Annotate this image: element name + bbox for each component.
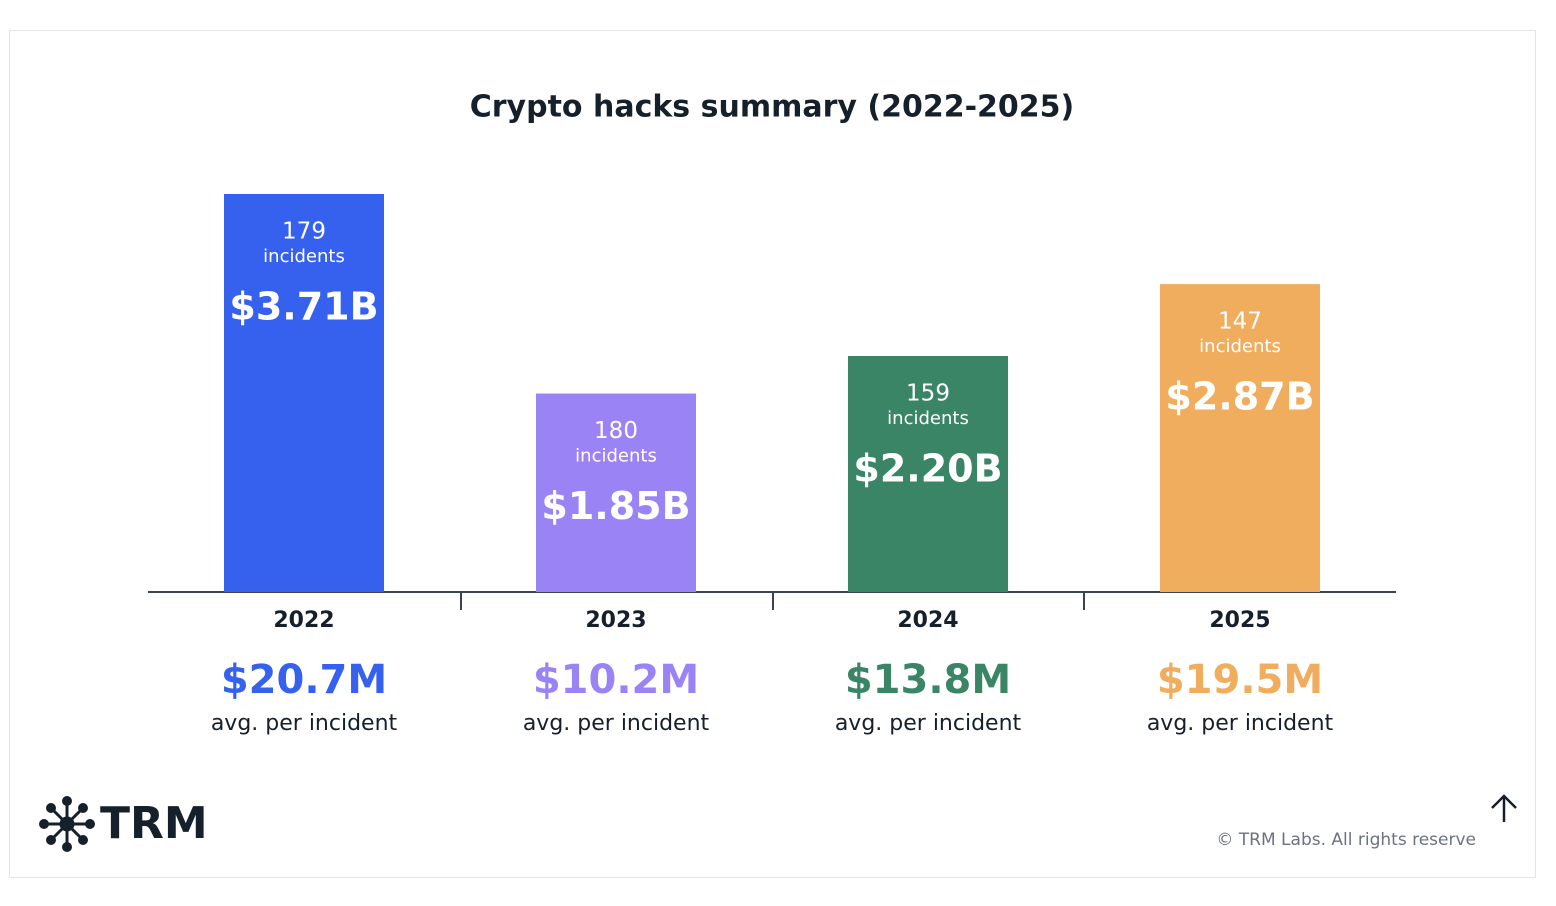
x-tick-label: 2022 [273,608,334,633]
incident-count: 159 [906,380,950,406]
bar [536,393,696,592]
bar [224,194,384,592]
value-label: $2.87B [1165,375,1314,419]
value-label: $3.71B [229,285,378,329]
x-tick-label: 2023 [585,608,646,633]
bar [848,355,1008,592]
incident-label: incidents [1199,336,1281,357]
avg-label: avg. per incident [211,711,398,736]
avg-label: avg. per incident [1147,711,1334,736]
value-label: $1.85B [541,484,690,528]
copyright: © TRM Labs. All rights reserve [1216,830,1476,850]
incident-count: 179 [282,219,326,245]
avg-value: $10.2M [533,657,699,703]
avg-value: $20.7M [221,657,387,703]
value-label: $2.20B [853,446,1002,490]
avg-value: $19.5M [1157,657,1323,703]
logo-text: TRM [100,798,208,849]
chart-title: Crypto hacks summary (2022-2025) [470,90,1075,125]
logo-icon [39,796,95,852]
incident-label: incidents [887,408,969,429]
avg-label: avg. per incident [835,711,1022,736]
bar [1160,284,1320,592]
avg-value: $13.8M [845,657,1011,703]
incident-count: 180 [594,418,638,444]
scroll-top-button[interactable] [1491,794,1517,822]
avg-label: avg. per incident [523,711,710,736]
incident-label: incidents [263,246,345,267]
x-tick-label: 2025 [1209,608,1270,633]
incident-count: 147 [1218,309,1262,335]
x-tick-label: 2024 [897,608,958,633]
incident-label: incidents [575,446,657,467]
